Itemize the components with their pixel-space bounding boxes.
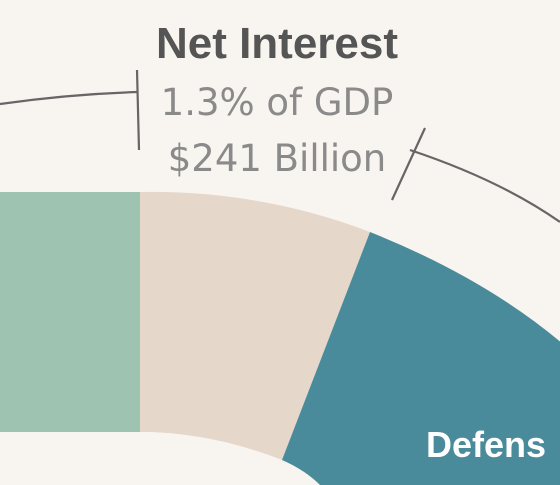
slice-percent-of-gdp: 1.3% of GDP xyxy=(161,81,394,124)
donut-inner-hole xyxy=(0,432,320,485)
donut-slice-defense xyxy=(282,232,560,485)
slice-title-defense: Defens xyxy=(426,424,546,465)
slice-amount: $241 Billion xyxy=(168,137,387,180)
donut-slice-net-interest xyxy=(140,191,370,460)
slice-title-net-interest: Net Interest xyxy=(156,19,398,68)
bracket-left-tick xyxy=(135,69,141,151)
bracket-right-tick xyxy=(391,127,426,201)
donut-slice-left xyxy=(0,192,140,432)
bracket-left-curve xyxy=(0,90,139,106)
bracket-right-curve xyxy=(409,148,560,223)
